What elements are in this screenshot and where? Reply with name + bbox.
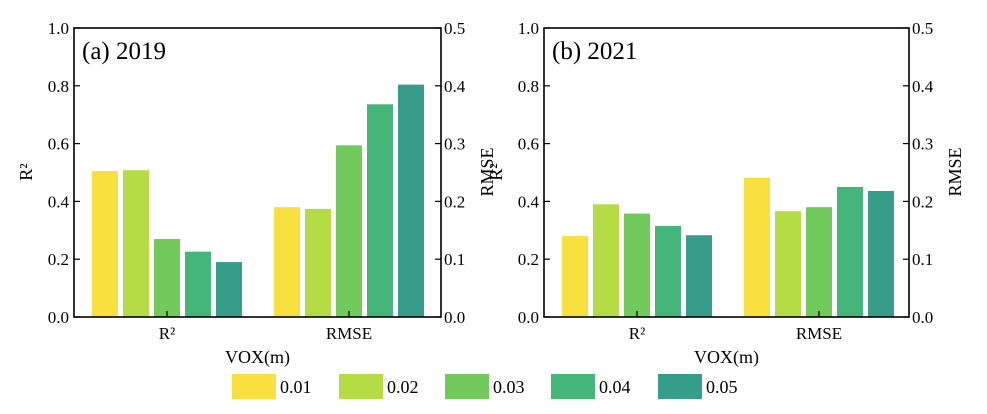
x-tick-label: RMSE bbox=[796, 324, 842, 343]
left-tick-label: 1.0 bbox=[48, 19, 69, 38]
bar-rmse-0.02 bbox=[305, 208, 331, 317]
x-tick-label: R² bbox=[629, 324, 645, 343]
legend-swatch-0.03 bbox=[445, 374, 489, 399]
left-axis-label: R² bbox=[486, 163, 506, 180]
legend-label-0.01: 0.01 bbox=[280, 377, 312, 397]
legend-label-0.03: 0.03 bbox=[493, 377, 525, 397]
chart-panel-2021: 0.0 0.2 0.4 0.6 0.8 1.0 0.0 0.1 0.2 0.3 0.4 0.5 R² RM… bbox=[486, 19, 965, 368]
bar-r2-0.02 bbox=[593, 204, 619, 317]
right-axis-label: RMSE bbox=[477, 147, 497, 196]
bar-rmse-0.04 bbox=[367, 104, 393, 318]
right-tick-label: 0.1 bbox=[444, 250, 465, 269]
bar-rmse-0.05 bbox=[398, 84, 424, 317]
bar-r2-0.03 bbox=[154, 238, 180, 317]
legend-label-0.02: 0.02 bbox=[387, 377, 419, 397]
left-tick-label: 0.0 bbox=[48, 308, 69, 327]
left-tick-label: 0.2 bbox=[518, 250, 539, 269]
bar-r2-0.04 bbox=[185, 251, 211, 317]
bar-r2-0.03 bbox=[624, 213, 650, 317]
right-tick-label: 0.0 bbox=[444, 308, 465, 327]
left-tick-label: 0.8 bbox=[518, 77, 539, 96]
left-tick-label: 0.8 bbox=[48, 77, 69, 96]
right-tick-label: 0.1 bbox=[912, 250, 933, 269]
bar-r2-0.05 bbox=[216, 262, 242, 317]
right-tick-label: 0.3 bbox=[444, 135, 465, 154]
right-tick-label: 0.0 bbox=[912, 308, 933, 327]
bar-r2-0.04 bbox=[655, 225, 681, 317]
legend-swatch-0.04 bbox=[551, 374, 595, 399]
panel-title: (b) 2021 bbox=[552, 38, 637, 65]
legend-swatch-0.01 bbox=[232, 374, 276, 399]
legend-swatch-0.05 bbox=[658, 374, 702, 399]
x-tick-label: R² bbox=[159, 324, 175, 343]
legend: 0.01 0.02 0.03 0.04 0.05 bbox=[232, 374, 738, 399]
right-tick-label: 0.4 bbox=[444, 77, 466, 96]
bar-rmse-0.02 bbox=[775, 211, 801, 317]
left-tick-label: 0.4 bbox=[518, 192, 540, 211]
right-tick-label: 0.4 bbox=[912, 77, 934, 96]
left-tick-label: 0.4 bbox=[48, 192, 70, 211]
bar-rmse-0.01 bbox=[744, 177, 770, 317]
legend-label-0.05: 0.05 bbox=[706, 377, 738, 397]
left-tick-label: 0.6 bbox=[518, 135, 539, 154]
bar-r2-0.05 bbox=[686, 235, 712, 317]
bar-rmse-0.03 bbox=[336, 145, 362, 317]
right-tick-label: 0.5 bbox=[912, 19, 933, 38]
left-tick-label: 0.6 bbox=[48, 135, 69, 154]
x-axis-label: VOX(m) bbox=[694, 347, 759, 368]
right-tick-label: 0.5 bbox=[444, 19, 465, 38]
x-tick-label: RMSE bbox=[326, 324, 372, 343]
bar-r2-0.01 bbox=[562, 236, 588, 317]
x-axis-label: VOX(m) bbox=[225, 347, 290, 368]
bar-rmse-0.03 bbox=[806, 207, 832, 317]
chart-panel-2019: 0.0 0.2 0.4 0.6 0.8 1.0 0.0 0.1 0.2 0.3 0.4 0.5 R² RM… bbox=[16, 19, 497, 368]
legend-label-0.04: 0.04 bbox=[599, 377, 631, 397]
bar-rmse-0.01 bbox=[274, 207, 300, 317]
plot-frame bbox=[543, 27, 910, 318]
left-axis-label: R² bbox=[16, 163, 36, 180]
bar-r2-0.01 bbox=[92, 171, 118, 317]
legend-swatch-0.02 bbox=[339, 374, 383, 399]
plot-frame bbox=[73, 27, 442, 318]
right-tick-label: 0.2 bbox=[444, 192, 465, 211]
left-tick-label: 0.2 bbox=[48, 250, 69, 269]
bar-r2-0.02 bbox=[123, 170, 149, 317]
right-tick-label: 0.3 bbox=[912, 135, 933, 154]
bar-rmse-0.04 bbox=[837, 186, 863, 317]
panel-title: (a) 2019 bbox=[82, 38, 166, 65]
left-tick-label: 0.0 bbox=[518, 308, 539, 327]
right-axis-label: RMSE bbox=[945, 147, 965, 196]
left-tick-label: 1.0 bbox=[518, 19, 539, 38]
bar-rmse-0.05 bbox=[868, 190, 894, 317]
right-tick-label: 0.2 bbox=[912, 192, 933, 211]
